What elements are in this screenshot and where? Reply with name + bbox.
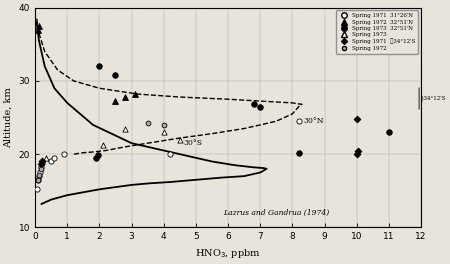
Point (385, 130, 392, 134)
Y-axis label: Altitude, km: Altitude, km (4, 87, 13, 148)
Text: }34°12'S: }34°12'S (420, 96, 446, 101)
Point (176, 137, 184, 142)
Point (96, 64, 103, 68)
Point (295, 151, 302, 155)
Point (39, 159, 46, 164)
Point (160, 123, 167, 127)
Text: Lazrus and Gandrua (1974): Lazrus and Gandrua (1974) (223, 209, 329, 216)
Point (160, 130, 167, 134)
Point (94, 153, 101, 157)
Point (122, 95, 129, 99)
Point (250, 102, 257, 106)
Point (166, 152, 174, 156)
Point (99, 143, 106, 148)
Point (37, 162, 45, 167)
Point (51, 156, 58, 160)
Point (36, 170, 44, 175)
Point (33, 187, 40, 191)
Point (34, 178, 41, 182)
Text: 30°S: 30°S (183, 139, 202, 147)
Point (34, 27, 41, 32)
Point (122, 126, 129, 131)
Text: 30°N: 30°N (304, 117, 324, 125)
Point (112, 99, 119, 103)
Point (144, 121, 151, 125)
Point (34, 178, 41, 182)
Point (36, 24, 43, 28)
Point (43, 156, 50, 160)
Point (39, 161, 46, 165)
Point (37, 165, 45, 169)
Point (112, 73, 119, 77)
Point (36, 173, 43, 177)
Point (353, 152, 360, 156)
Point (353, 117, 360, 121)
X-axis label: HNO$_3$, ppbm: HNO$_3$, ppbm (195, 247, 261, 260)
Point (295, 119, 302, 123)
Point (60, 152, 68, 156)
Legend: Spring 1971  31°26'N, Spring 1972  32°51'N, Spring 1973  32°51'N, Spring 1973, S: Spring 1971 31°26'N, Spring 1972 32°51'N… (336, 11, 418, 54)
Point (36, 174, 43, 178)
Point (256, 105, 264, 109)
Point (93, 156, 100, 160)
Point (37, 167, 45, 171)
Point (48, 159, 55, 164)
Point (355, 148, 362, 153)
Point (131, 92, 139, 96)
